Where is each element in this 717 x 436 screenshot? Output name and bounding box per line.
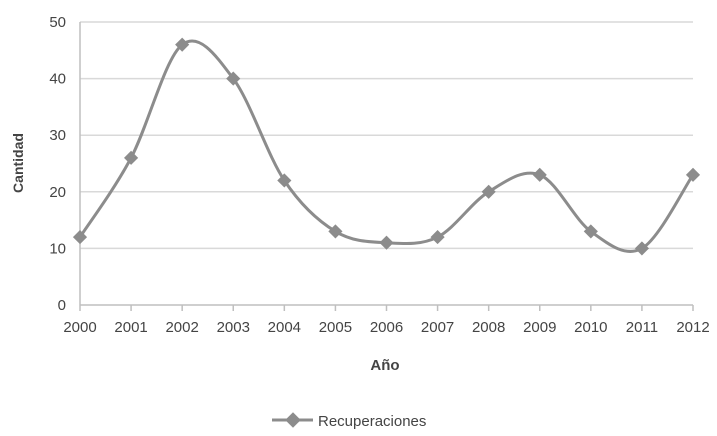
- data-point-marker: [277, 173, 292, 188]
- x-tick-label: 2002: [165, 319, 198, 336]
- data-point-marker: [124, 150, 139, 165]
- axes: [79, 22, 694, 311]
- data-point-marker: [379, 235, 394, 250]
- data-point-marker: [430, 230, 445, 245]
- y-tick-labels: 0 10 20 30 40 50: [49, 14, 66, 314]
- y-tick-label: 0: [58, 297, 66, 314]
- x-tick-label: 2007: [421, 319, 454, 336]
- y-tick-label: 10: [49, 240, 66, 257]
- legend: Recuperaciones: [272, 412, 426, 430]
- x-tick-label: 2005: [319, 319, 352, 336]
- x-tick-label: 2001: [114, 319, 147, 336]
- x-tick-label: 2012: [676, 319, 709, 336]
- x-tick-label: 2008: [472, 319, 505, 336]
- y-tick-label: 30: [49, 127, 66, 144]
- data-point-marker: [532, 167, 547, 182]
- x-tick-labels: 2000 2001 2002 2003 2004 2005 2006 2007 2008 2009…: [63, 319, 709, 336]
- y-axis-label: Cantidad: [10, 133, 26, 193]
- legend-label-recuperaciones: Recuperaciones: [318, 413, 426, 430]
- data-point-marker: [685, 167, 701, 182]
- x-tick-label: 2011: [626, 319, 658, 336]
- x-tick-label: 2010: [574, 319, 607, 336]
- x-tick-label: 2003: [217, 319, 250, 336]
- x-tick-label: 2004: [268, 319, 301, 336]
- data-point-marker: [634, 241, 649, 256]
- x-tick-label: 2006: [370, 319, 403, 336]
- x-tick-label: 2009: [523, 319, 556, 336]
- data-point-marker: [583, 224, 598, 239]
- data-point-marker: [328, 224, 343, 239]
- x-axis-label: Año: [370, 357, 399, 374]
- y-tick-label: 40: [49, 71, 66, 88]
- y-tick-label: 50: [49, 14, 66, 31]
- gridlines: [80, 21, 693, 250]
- x-tick-label: 2000: [63, 319, 96, 336]
- y-tick-label: 20: [49, 184, 66, 201]
- series-line-recuperaciones: [78, 39, 695, 253]
- data-point-marker: [481, 184, 496, 199]
- legend-marker-recuperaciones: [285, 412, 301, 428]
